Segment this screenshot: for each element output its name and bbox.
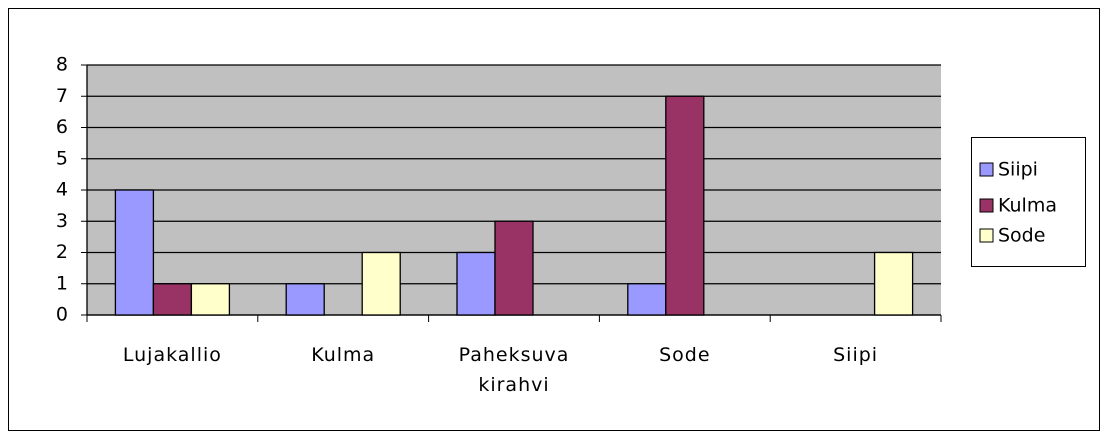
- y-tick-label: 4: [56, 179, 68, 201]
- y-tick-label: 7: [56, 85, 68, 107]
- legend-label: Siipi: [998, 159, 1038, 181]
- x-tick-label: Kulma: [311, 344, 376, 366]
- bar: [873, 251, 914, 316]
- y-tick-label: 5: [56, 147, 68, 169]
- bar: [114, 189, 155, 316]
- legend-swatch: [979, 162, 994, 177]
- legend-label: Kulma: [998, 195, 1057, 217]
- y-tick-label: 3: [56, 210, 68, 232]
- x-tick-label: Siipi: [833, 344, 879, 366]
- legend-swatch: [979, 198, 994, 213]
- legend-label: Sode: [998, 225, 1045, 247]
- bar: [627, 283, 667, 316]
- bar: [190, 283, 231, 316]
- x-tick-label: Sode: [659, 344, 711, 366]
- bar: [152, 283, 193, 316]
- legend-swatch: [979, 228, 994, 243]
- y-tick-label: 2: [56, 241, 68, 263]
- y-tick-label: 0: [56, 304, 68, 326]
- x-tick-label: Paheksuva kirahvi: [458, 344, 570, 396]
- y-tick-label: 6: [56, 116, 68, 138]
- x-tick-label: Lujakallio: [122, 344, 222, 366]
- bar: [665, 95, 705, 316]
- bar: [456, 251, 496, 316]
- bar: [285, 283, 325, 316]
- y-tick-label: 8: [56, 54, 68, 76]
- y-tick-label: 1: [56, 272, 68, 294]
- bar: [361, 251, 401, 316]
- bar: [494, 220, 534, 316]
